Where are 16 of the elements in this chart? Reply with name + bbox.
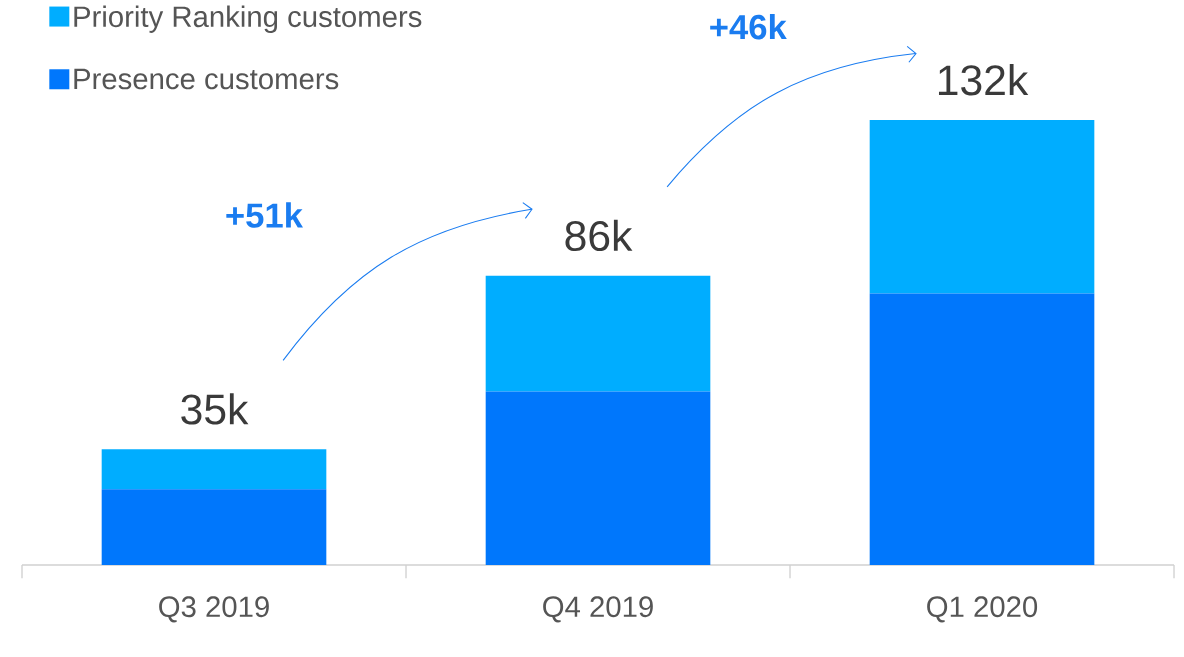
text: +46k	[710, 13, 787, 40]
bar	[869, 293, 1095, 565]
x-tick-label: Q4 2019	[543, 596, 653, 623]
legend-label: Presence customers	[74, 68, 339, 90]
annotation: 35k	[181, 393, 249, 425]
bar	[485, 275, 711, 392]
x-tick-label: Q3 2019	[159, 596, 269, 623]
bar	[101, 449, 327, 490]
legend-label: Priority Ranking customers	[74, 5, 422, 33]
x-tick-label: Q1 2020	[927, 596, 1038, 623]
annotation: +51k	[226, 202, 303, 228]
annotation: 132k	[938, 64, 1029, 96]
bar	[101, 489, 327, 565]
bar	[869, 120, 1095, 294]
annotation: 86k	[565, 219, 633, 252]
bar	[485, 391, 711, 565]
